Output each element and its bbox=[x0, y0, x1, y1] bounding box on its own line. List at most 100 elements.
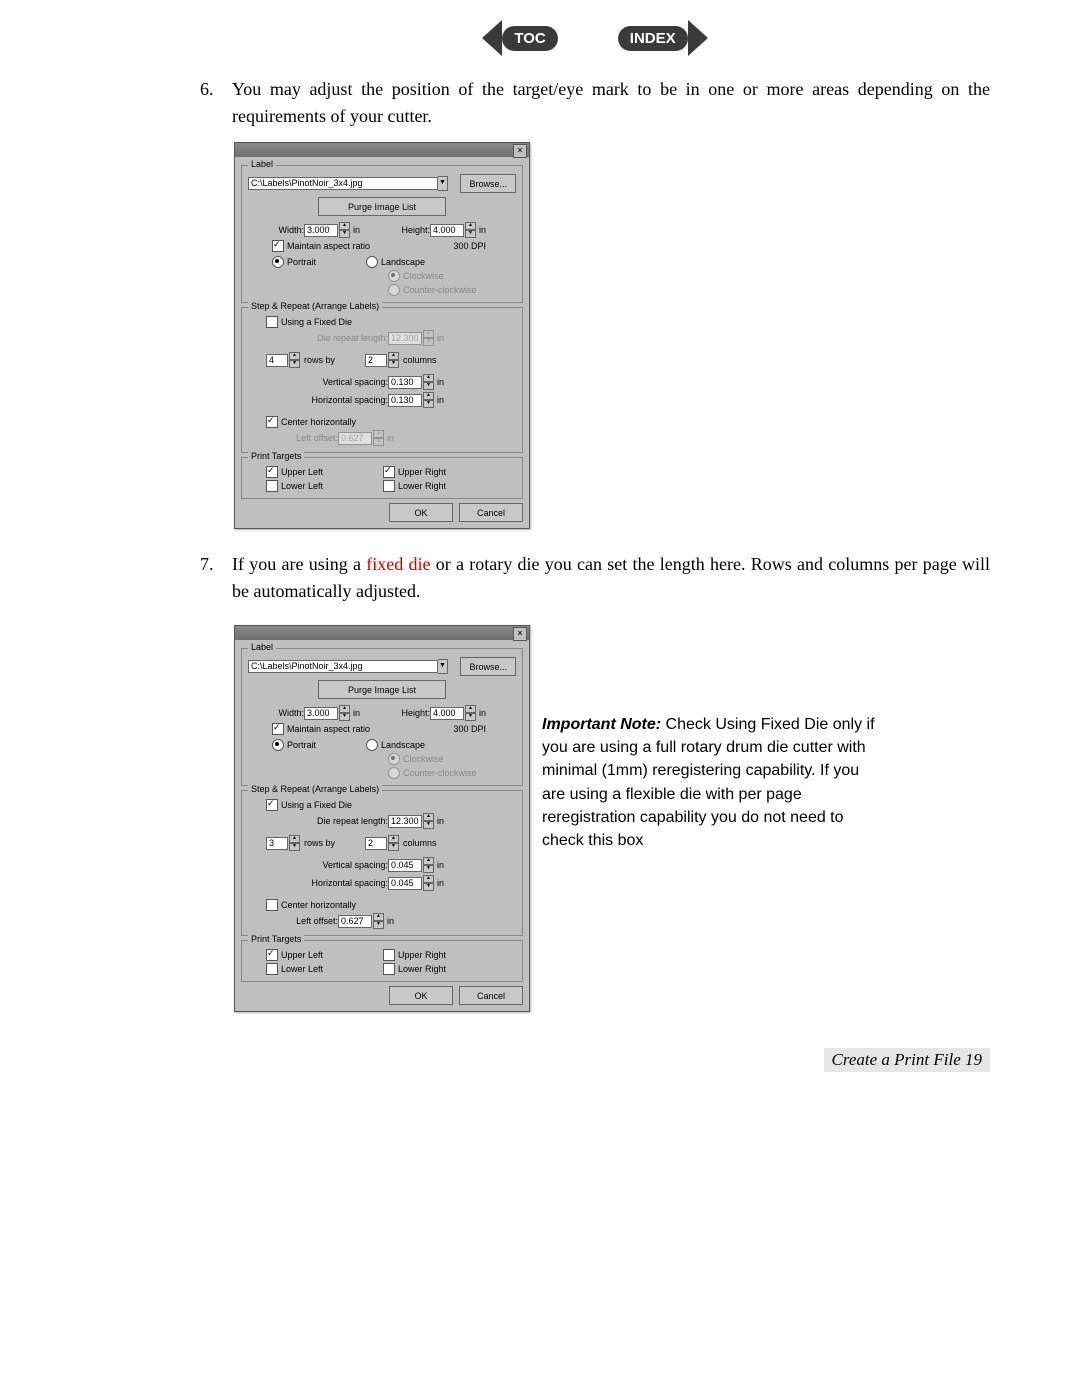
upper-left-checkbox[interactable] bbox=[266, 466, 278, 478]
landscape-label: Landscape bbox=[381, 257, 425, 267]
left-offset-spinner[interactable]: 0.627▲▼ bbox=[338, 913, 384, 929]
width-value: 3.000 bbox=[304, 224, 338, 237]
center-checkbox[interactable] bbox=[266, 416, 278, 428]
list-number: 7. bbox=[200, 551, 232, 605]
portrait-label: Portrait bbox=[287, 257, 316, 267]
unit: in bbox=[437, 816, 444, 826]
clockwise-label: Clockwise bbox=[403, 754, 444, 764]
die-repeat-label: Die repeat length: bbox=[248, 333, 388, 343]
portrait-label: Portrait bbox=[287, 740, 316, 750]
center-label: Center horizontally bbox=[281, 900, 356, 910]
vspace-spinner[interactable]: 0.045▲▼ bbox=[388, 857, 434, 873]
center-checkbox[interactable] bbox=[266, 899, 278, 911]
path-dropdown[interactable]: C:\Labels\PinotNoir_3x4.jpg bbox=[248, 660, 438, 673]
rows-spinner[interactable]: 4▲▼ bbox=[266, 352, 300, 368]
unit: in bbox=[437, 333, 444, 343]
nav-buttons: TOC INDEX bbox=[200, 20, 990, 56]
rows-by-label: rows by bbox=[304, 838, 335, 848]
purge-button[interactable]: Purge Image List bbox=[318, 197, 446, 216]
maintain-checkbox[interactable] bbox=[272, 240, 284, 252]
unit: in bbox=[387, 916, 394, 926]
vspace-spinner[interactable]: 0.130▲▼ bbox=[388, 374, 434, 390]
browse-button[interactable]: Browse... bbox=[460, 174, 516, 193]
unit: in bbox=[353, 708, 360, 718]
ok-button[interactable]: OK bbox=[389, 503, 453, 522]
lower-right-checkbox[interactable] bbox=[383, 480, 395, 492]
vspace-label: Vertical spacing: bbox=[248, 860, 388, 870]
hspace-spinner[interactable]: 0.045▲▼ bbox=[388, 875, 434, 891]
ok-button[interactable]: OK bbox=[389, 986, 453, 1005]
arrow-right-icon bbox=[688, 20, 708, 56]
toc-label: TOC bbox=[502, 26, 557, 51]
width-spinner[interactable]: 3.000▲▼ bbox=[304, 222, 350, 238]
important-note: Important Note: Check Using Fixed Die on… bbox=[542, 713, 882, 852]
vspace-label: Vertical spacing: bbox=[248, 377, 388, 387]
close-icon[interactable]: × bbox=[513, 144, 527, 158]
die-repeat-spinner[interactable]: 12.300▲▼ bbox=[388, 813, 434, 829]
rows-by-label: rows by bbox=[304, 355, 335, 365]
group-title-label: Label bbox=[248, 642, 276, 652]
lower-right-label: Lower Right bbox=[398, 964, 446, 974]
browse-button[interactable]: Browse... bbox=[460, 657, 516, 676]
purge-button[interactable]: Purge Image List bbox=[318, 680, 446, 699]
landscape-radio[interactable] bbox=[366, 739, 378, 751]
height-spinner[interactable]: 4.000▲▼ bbox=[430, 222, 476, 238]
upper-right-checkbox[interactable] bbox=[383, 949, 395, 961]
titlebar: × bbox=[235, 143, 529, 157]
cols-spinner[interactable]: 2▲▼ bbox=[365, 352, 399, 368]
ccw-radio bbox=[388, 767, 400, 779]
landscape-radio[interactable] bbox=[366, 256, 378, 268]
label-group: Label C:\Labels\PinotNoir_3x4.jpg ▼ Brow… bbox=[241, 165, 523, 303]
page-footer: Create a Print File 19 bbox=[824, 1048, 990, 1072]
unit: in bbox=[479, 225, 486, 235]
fixed-die-checkbox[interactable] bbox=[266, 316, 278, 328]
list-number: 6. bbox=[200, 76, 232, 130]
note-heading: Important Note: bbox=[542, 716, 661, 733]
upper-left-label: Upper Left bbox=[281, 467, 323, 477]
ccw-label: Counter-clockwise bbox=[403, 285, 477, 295]
rows-spinner[interactable]: 3▲▼ bbox=[266, 835, 300, 851]
unit: in bbox=[479, 708, 486, 718]
width-label: Width: bbox=[248, 708, 304, 718]
index-button[interactable]: INDEX bbox=[618, 20, 708, 56]
maintain-label: Maintain aspect ratio bbox=[287, 724, 370, 734]
unit: in bbox=[437, 878, 444, 888]
lower-left-checkbox[interactable] bbox=[266, 480, 278, 492]
maintain-checkbox[interactable] bbox=[272, 723, 284, 735]
group-title-step: Step & Repeat (Arrange Labels) bbox=[248, 784, 382, 794]
lower-right-label: Lower Right bbox=[398, 481, 446, 491]
lower-right-checkbox[interactable] bbox=[383, 963, 395, 975]
close-icon[interactable]: × bbox=[513, 627, 527, 641]
upper-left-checkbox[interactable] bbox=[266, 949, 278, 961]
cols-spinner[interactable]: 2▲▼ bbox=[365, 835, 399, 851]
lower-left-label: Lower Left bbox=[281, 481, 323, 491]
unit: in bbox=[387, 433, 394, 443]
hspace-label: Horizontal spacing: bbox=[248, 395, 388, 405]
list-item-7: 7. If you are using a fixed die or a rot… bbox=[200, 551, 990, 605]
upper-right-checkbox[interactable] bbox=[383, 466, 395, 478]
step-repeat-group: Step & Repeat (Arrange Labels) Using a F… bbox=[241, 307, 523, 453]
die-repeat-label: Die repeat length: bbox=[248, 816, 388, 826]
lower-left-checkbox[interactable] bbox=[266, 963, 278, 975]
dropdown-arrow-icon[interactable]: ▼ bbox=[438, 176, 448, 191]
dialog-2: × Label C:\Labels\PinotNoir_3x4.jpg ▼ Br… bbox=[234, 625, 530, 1012]
cancel-button[interactable]: Cancel bbox=[459, 503, 523, 522]
hspace-spinner[interactable]: 0.130▲▼ bbox=[388, 392, 434, 408]
fixed-die-checkbox[interactable] bbox=[266, 799, 278, 811]
hspace-label: Horizontal spacing: bbox=[248, 878, 388, 888]
list-item-6: 6. You may adjust the position of the ta… bbox=[200, 76, 990, 130]
upper-left-label: Upper Left bbox=[281, 950, 323, 960]
left-offset-label: Left offset: bbox=[248, 916, 338, 926]
portrait-radio[interactable] bbox=[272, 256, 284, 268]
fixed-die-label: Using a Fixed Die bbox=[281, 800, 352, 810]
group-title-step: Step & Repeat (Arrange Labels) bbox=[248, 301, 382, 311]
note-body: Check Using Fixed Die only if you are us… bbox=[542, 716, 875, 849]
height-spinner[interactable]: 4.000▲▼ bbox=[430, 705, 476, 721]
width-spinner[interactable]: 3.000▲▼ bbox=[304, 705, 350, 721]
dropdown-arrow-icon[interactable]: ▼ bbox=[438, 659, 448, 674]
portrait-radio[interactable] bbox=[272, 739, 284, 751]
path-dropdown[interactable]: C:\Labels\PinotNoir_3x4.jpg bbox=[248, 177, 438, 190]
cancel-button[interactable]: Cancel bbox=[459, 986, 523, 1005]
toc-button[interactable]: TOC bbox=[482, 20, 557, 56]
index-label: INDEX bbox=[618, 26, 688, 51]
